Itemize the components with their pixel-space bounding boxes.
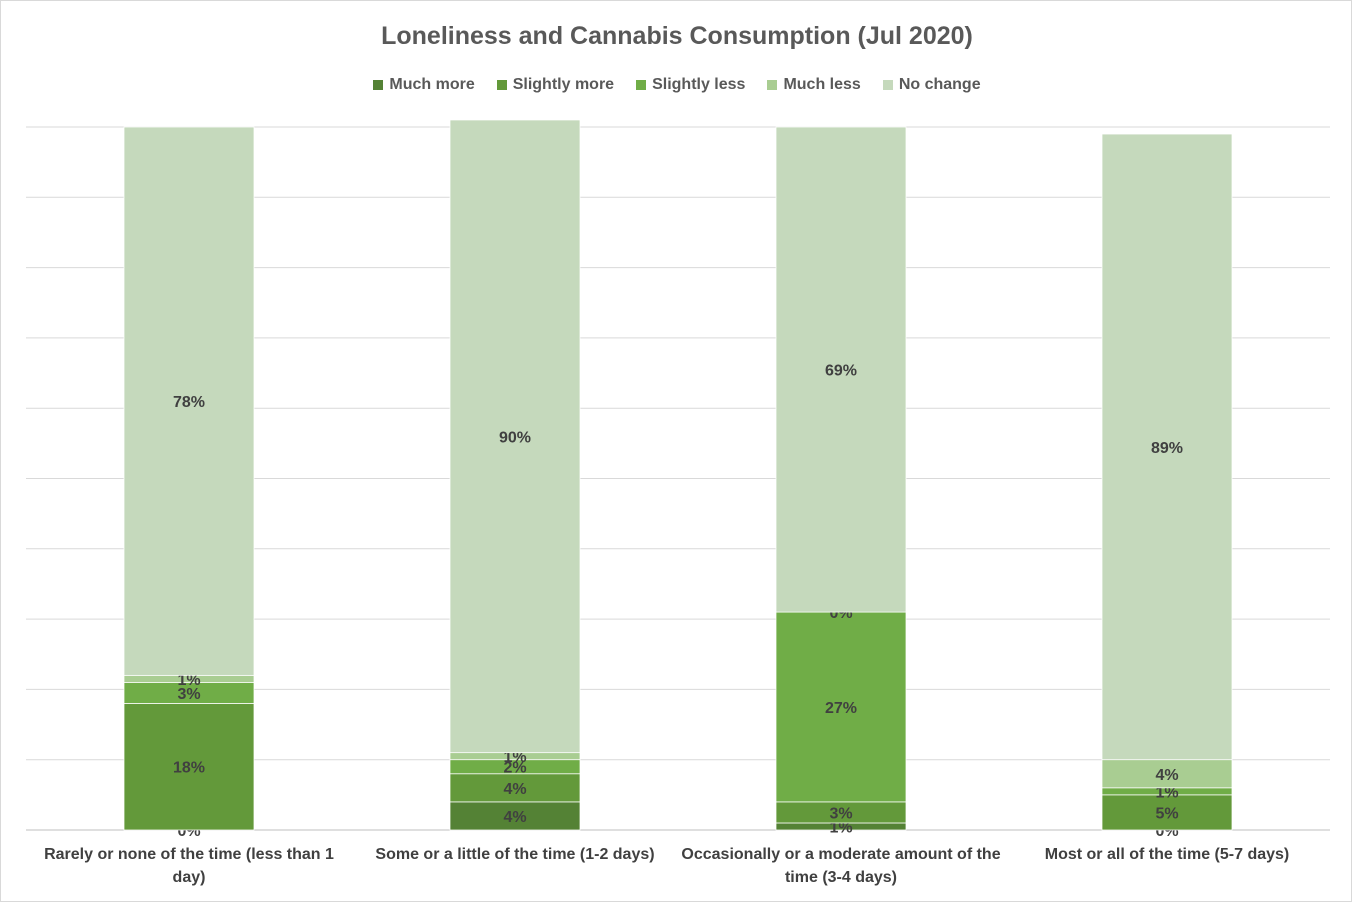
category-label: Rarely or none of the time (less than 1 … bbox=[44, 846, 334, 886]
bar-segment bbox=[1101, 794, 1233, 831]
data-label: 3% bbox=[829, 805, 852, 822]
bar-segment bbox=[775, 126, 907, 613]
bar-segment bbox=[1101, 759, 1233, 789]
bar-segment bbox=[449, 773, 581, 803]
legend-item: Much more bbox=[373, 76, 475, 94]
legend: Much more Slightly more Slightly less Much … bbox=[0, 76, 1354, 94]
bar-segment bbox=[123, 126, 255, 676]
legend-swatch bbox=[767, 80, 778, 90]
bar-segment bbox=[123, 703, 255, 831]
bar-segment bbox=[449, 119, 581, 754]
legend-item: Slightly less bbox=[636, 76, 745, 94]
data-label: 1% bbox=[177, 672, 200, 689]
legend-label: Slightly less bbox=[652, 76, 746, 93]
legend-swatch bbox=[882, 80, 893, 90]
data-label: 1% bbox=[503, 749, 526, 766]
data-label: 1% bbox=[1155, 784, 1178, 801]
legend-label: No change bbox=[898, 76, 981, 93]
data-label: 69% bbox=[825, 363, 857, 380]
chart-title: Loneliness and Cannabis Consumption (Jul… bbox=[381, 22, 973, 50]
data-label: 89% bbox=[1151, 440, 1183, 457]
data-label: 3% bbox=[177, 686, 200, 703]
legend-label: Slightly more bbox=[512, 76, 615, 93]
bar-segment bbox=[775, 611, 907, 803]
data-label: 5% bbox=[1155, 805, 1178, 822]
data-label: 2% bbox=[503, 760, 526, 777]
legend-label: Much more bbox=[389, 76, 475, 93]
legend-swatch bbox=[496, 80, 507, 90]
data-label: 1% bbox=[829, 819, 852, 836]
data-label: 4% bbox=[1155, 767, 1178, 784]
category-label: Occasionally or a moderate amount of the… bbox=[681, 846, 1001, 886]
data-label: 18% bbox=[173, 760, 205, 777]
data-label: 4% bbox=[503, 809, 526, 826]
category-label: Some or a little of the time (1-2 days) bbox=[375, 846, 655, 863]
legend-label: Much less bbox=[783, 76, 861, 93]
legend-swatch bbox=[373, 80, 384, 90]
category-label: Most or all of the time (5-7 days) bbox=[1044, 846, 1290, 863]
legend-item: No change bbox=[882, 76, 981, 94]
legend-item: Much less bbox=[767, 76, 861, 94]
bar-segment bbox=[1101, 133, 1233, 761]
data-label: 27% bbox=[825, 700, 857, 717]
legend-swatch bbox=[636, 80, 647, 90]
data-label: 4% bbox=[503, 781, 526, 798]
data-label: 78% bbox=[173, 394, 205, 411]
legend-item: Slightly more bbox=[496, 76, 615, 94]
data-label: 90% bbox=[499, 429, 531, 446]
